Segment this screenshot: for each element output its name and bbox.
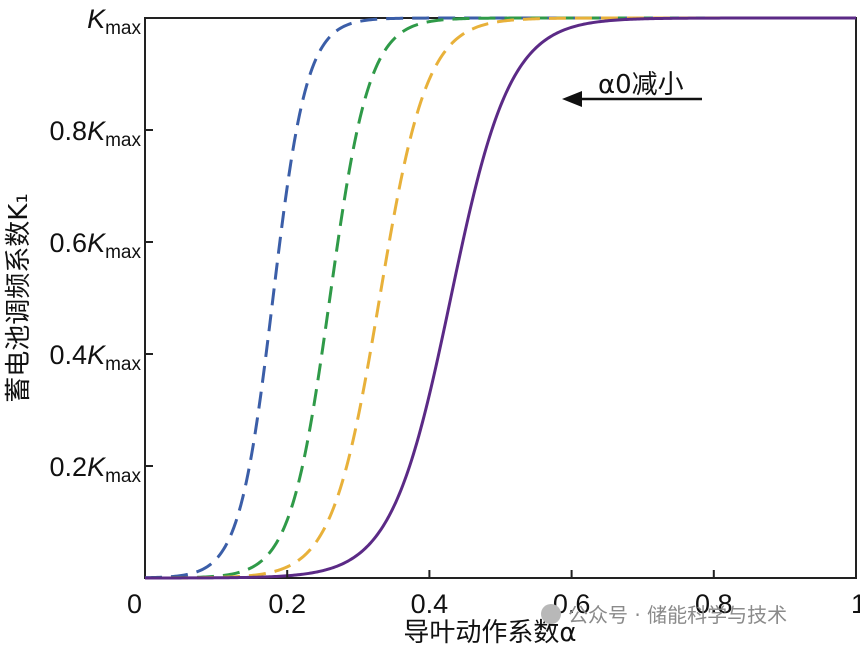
watermark: 公众号 · 储能科学与技术 [541, 603, 787, 627]
x-tick-label: 1 [851, 589, 860, 619]
watermark-text: 公众号 · 储能科学与技术 [568, 603, 787, 627]
series-line-4 [145, 16, 856, 580]
y-ticks: 0.2Kmax 0.4Kmax 0.6Kmax 0.8Kmax Kmax [50, 4, 153, 487]
y-axis-title: 蓄电池调频系数K₁ [4, 193, 34, 402]
annotation-text: α0减小 [598, 70, 684, 100]
x-tick-label: 0.2 [268, 589, 306, 619]
curves-layer [144, 16, 856, 580]
plot-frame [144, 17, 857, 579]
series-line-1 [144, 16, 856, 580]
x-tick-label: 0.4 [411, 589, 449, 619]
y-tick-label: 0.8Kmax [50, 116, 142, 151]
y-tick-label: 0.6Kmax [50, 228, 142, 263]
y-tick-label: Kmax [87, 4, 141, 39]
series-line-2 [145, 16, 856, 580]
x-tick-label: 0.8 [695, 589, 733, 619]
x-ticks: 0 0.2 0.4 0.6 0.8 1 [127, 570, 860, 619]
alpha0-decrease-annotation: α0减小 [562, 70, 702, 107]
x-tick-label: 0 [127, 589, 142, 619]
wechat-icon [541, 604, 561, 624]
series-line-3 [145, 16, 856, 580]
annotation-arrow-head [562, 91, 582, 107]
y-tick-label: 0.2Kmax [50, 452, 142, 487]
y-tick-label: 0.4Kmax [50, 340, 142, 375]
